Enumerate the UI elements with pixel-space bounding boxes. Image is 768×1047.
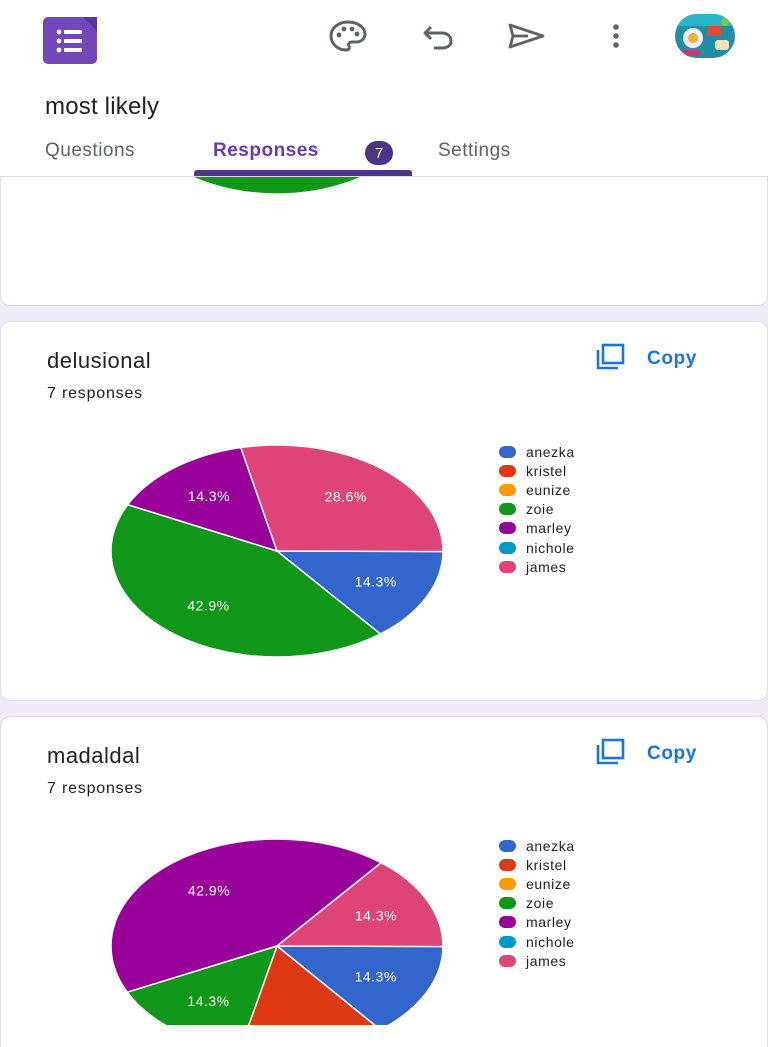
legend-swatch: [499, 839, 516, 852]
legend-swatch: [499, 858, 516, 871]
active-tab-indicator: [194, 170, 412, 176]
legend-label: marley: [526, 520, 572, 537]
pie-label-james: 14.3%: [355, 908, 397, 924]
legend-swatch: [499, 935, 516, 948]
legend-item-nichole: nichole: [499, 932, 575, 951]
pie-label-zoie: 33.3%: [193, 219, 235, 235]
pie-slice-james: [239, 444, 444, 553]
legend-item-marley: marley: [499, 519, 575, 538]
legend-item-zoie: zoie: [499, 500, 575, 519]
pie-slice-anezka: [274, 945, 444, 1025]
legend-label: james: [526, 558, 567, 575]
legend-label: nichole: [526, 539, 575, 556]
legend-label: anezka: [526, 837, 575, 854]
pie-label-james: 28.6%: [325, 489, 367, 505]
tab-responses[interactable]: Responses: [213, 140, 319, 161]
legend-item-anezka: anezka: [499, 836, 575, 855]
app-header: most likely Questions Responses 7 Settin…: [0, 0, 768, 177]
legend-label: kristel: [526, 856, 567, 873]
legend-item-james: james: [499, 557, 575, 576]
pie-label-zoie: 42.9%: [187, 598, 229, 614]
question-title: madaldal: [47, 743, 141, 768]
pie-chart-delusional: 14.3% 42.9% 14.3% 28.6%: [110, 444, 444, 658]
more-vert-icon[interactable]: [594, 14, 638, 58]
legend-item-anezka: anezka: [499, 442, 575, 461]
legend-item-kristel: kristel: [499, 855, 575, 874]
legend-swatch: [499, 464, 516, 477]
pie-label-marley: 14.3%: [188, 488, 230, 504]
legend-item-nichole: nichole: [499, 538, 575, 557]
copy-label: Copy: [647, 348, 697, 369]
question-card-delusional: delusional 7 responses Copy 14.3% 42.9% 14…: [0, 321, 768, 701]
tab-questions[interactable]: Questions: [45, 140, 136, 161]
form-title: most likely: [45, 93, 160, 120]
legend-label: kristel: [526, 462, 567, 479]
pie-slice-zoie: [110, 503, 382, 658]
legend-swatch: [499, 445, 516, 458]
palette-icon[interactable]: [326, 14, 370, 58]
chart-legend: anezka kristel eunize zoie marley nichole jame…: [499, 836, 575, 970]
pie-slice-zoie: [126, 944, 279, 1025]
google-forms-icon[interactable]: [43, 17, 97, 64]
copy-label: Copy: [647, 743, 697, 764]
pie-slice-marley: [126, 446, 279, 553]
question-title: delusional: [47, 348, 152, 373]
legend-item-kristel: kristel: [499, 461, 575, 480]
legend-swatch: [499, 877, 516, 890]
legend-label: zoie: [526, 501, 555, 518]
pie-chart-madaldal: 14.3% 14.3% 42.9% 14.3%: [110, 838, 444, 1025]
question-card-madaldal: madaldal 7 responses Copy 14.3% 14.3% 42.9…: [0, 716, 768, 1047]
response-count: 7 responses: [47, 385, 143, 402]
legend-item-marley: marley: [499, 913, 575, 932]
pie-slice-kristel: [247, 944, 376, 1025]
copy-chart-button[interactable]: Copy: [593, 343, 723, 376]
pie-label-eunize: 16.7%: [362, 188, 404, 204]
legend-swatch: [499, 916, 516, 929]
legend-item-zoie: zoie: [499, 894, 575, 913]
legend-swatch: [499, 483, 516, 496]
pie-slice-anezka: [274, 550, 444, 635]
pie-label-anezka: 14.3%: [355, 573, 397, 589]
legend-item-james: james: [499, 951, 575, 970]
legend-label: anezka: [526, 443, 575, 460]
legend-swatch: [499, 897, 516, 910]
profile-avatar[interactable]: [675, 14, 735, 58]
pie-slice-james: [274, 861, 444, 948]
undo-icon[interactable]: [416, 14, 460, 58]
legend-item-eunize: eunize: [499, 480, 575, 499]
legend-swatch: [499, 541, 516, 554]
legend-item-eunize: eunize: [499, 874, 575, 893]
copy-icon: [593, 738, 627, 771]
legend-label: james: [526, 952, 567, 969]
legend-label: eunize: [526, 481, 571, 498]
responses-count-badge: 7: [365, 141, 393, 165]
pie-label-marley: 42.9%: [188, 883, 230, 899]
send-icon[interactable]: [504, 14, 548, 58]
legend-label: marley: [526, 914, 572, 931]
legend-label: nichole: [526, 933, 575, 950]
legend-swatch: [499, 503, 516, 516]
pie-label-zoie: 14.3%: [187, 993, 229, 1009]
copy-chart-button[interactable]: Copy: [593, 738, 723, 771]
legend-swatch: [499, 954, 516, 967]
chart-legend: anezka kristel eunize zoie marley nichole jame…: [499, 442, 575, 576]
pie-slice-marley: [110, 838, 383, 994]
copy-icon: [593, 343, 627, 376]
legend-label: eunize: [526, 875, 571, 892]
legend-swatch: [499, 560, 516, 573]
legend-swatch: [499, 522, 516, 535]
legend-label: zoie: [526, 895, 555, 912]
tab-settings[interactable]: Settings: [438, 140, 511, 161]
pie-label-anezka: 14.3%: [355, 969, 397, 985]
response-count: 7 responses: [47, 780, 143, 797]
